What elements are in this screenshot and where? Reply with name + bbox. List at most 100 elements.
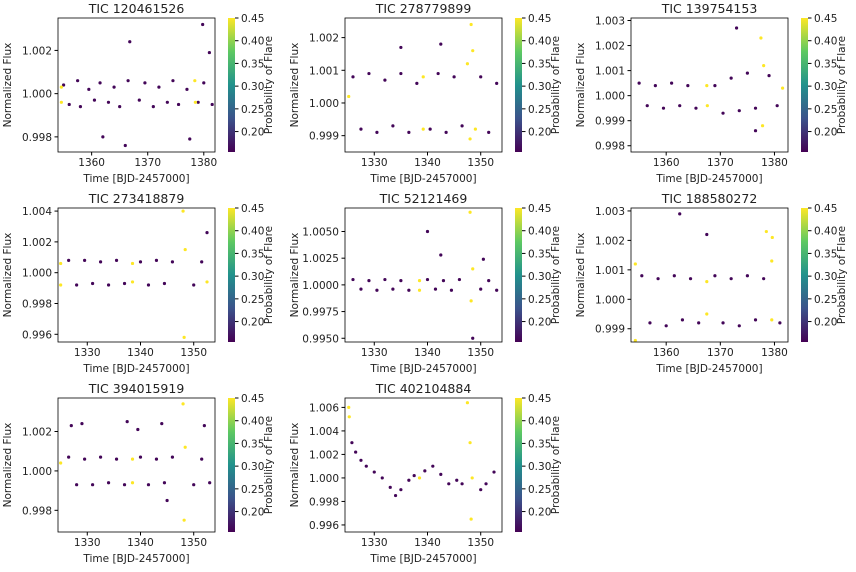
y-tick-label: 1.000	[595, 91, 625, 103]
point	[181, 402, 185, 406]
point	[122, 281, 127, 286]
point	[479, 488, 483, 492]
point	[151, 105, 155, 109]
point	[412, 473, 416, 478]
point	[208, 481, 212, 485]
point	[753, 129, 758, 133]
y-tick-label: 1.004	[309, 426, 339, 438]
colorbar-label: Probability of Flare	[836, 226, 848, 324]
y-tick-label: 1.003	[595, 206, 625, 218]
colorbar-label: Probability of Flare	[550, 226, 562, 324]
y-tick-label: 1.002	[22, 427, 52, 439]
colorbar	[515, 398, 522, 532]
y-tick-label: 1.004	[22, 206, 52, 218]
point	[138, 260, 143, 264]
point	[640, 274, 644, 278]
y-tick-label: 1.002	[595, 235, 625, 247]
colorbar-tick-label: 0.45	[241, 203, 264, 215]
colorbar	[228, 208, 235, 342]
point	[165, 100, 169, 104]
point	[481, 257, 485, 261]
point	[417, 288, 422, 292]
point	[59, 100, 63, 104]
point	[137, 98, 141, 102]
colorbar-tick-label: 0.30	[241, 81, 264, 93]
point	[753, 106, 758, 110]
point	[92, 98, 97, 102]
colorbar-tick-label: 0.40	[814, 36, 837, 48]
point	[192, 483, 196, 487]
point	[460, 482, 464, 486]
y-tick-label: 1.002	[309, 33, 339, 45]
colorbar-tick-label: 0.35	[528, 438, 551, 450]
colorbar-tick-label: 0.25	[814, 294, 837, 306]
point	[439, 253, 443, 257]
point	[375, 288, 379, 292]
colorbar-tick-label: 0.30	[814, 271, 837, 283]
point	[770, 318, 774, 322]
point	[201, 22, 205, 27]
point	[162, 281, 167, 286]
subplot: 1330 1340 1350 0.998 1.000 1.002 TIC 394015919…	[2, 381, 275, 565]
colorbar-tick-label: 0.30	[528, 271, 551, 283]
point	[359, 458, 363, 462]
chart-title: TIC 278779899	[375, 1, 472, 16]
y-tick-label: 1.000	[22, 466, 52, 478]
plot-frame	[57, 207, 216, 343]
point	[465, 62, 470, 66]
y-axis-label: Normalized Flux	[2, 423, 14, 508]
colorbar-tick-label: 0.25	[241, 294, 264, 306]
point	[59, 461, 63, 465]
point	[391, 287, 395, 291]
point	[90, 483, 95, 487]
x-tick-label: 1340	[127, 537, 154, 549]
colorbar	[801, 208, 808, 342]
y-tick-label: 1.0025	[302, 253, 339, 265]
point	[59, 283, 63, 287]
point	[764, 229, 768, 234]
point	[436, 71, 440, 76]
point	[98, 260, 103, 264]
chart-title: TIC 52121469	[379, 191, 468, 206]
point	[154, 457, 159, 461]
y-tick-label: 0.998	[22, 132, 52, 144]
point	[468, 441, 472, 445]
point	[347, 405, 351, 410]
point	[98, 81, 102, 85]
point	[425, 277, 430, 282]
point	[705, 232, 709, 237]
point	[431, 464, 435, 468]
y-axis-label: Normalized Flux	[289, 423, 301, 508]
chart-title: TIC 394015919	[88, 381, 185, 396]
point	[193, 79, 197, 83]
point	[745, 71, 749, 75]
point	[130, 457, 135, 461]
x-tick-label: 1340	[127, 347, 154, 359]
colorbar-tick-label: 0.45	[528, 203, 551, 215]
point	[417, 476, 422, 480]
point	[737, 109, 741, 113]
point	[729, 76, 733, 80]
colorbar-tick-label: 0.30	[528, 461, 551, 473]
point	[428, 127, 432, 131]
colorbar-tick-label: 0.40	[528, 36, 551, 48]
y-tick-label: 0.998	[22, 505, 52, 517]
y-tick-label: 1.001	[595, 66, 625, 78]
chart-title: TIC 188580272	[661, 191, 758, 206]
y-axis-label: Normalized Flux	[289, 43, 301, 128]
x-tick-label: 1360	[653, 157, 680, 169]
point	[67, 102, 71, 107]
colorbar-tick-label: 0.40	[814, 226, 837, 238]
point	[351, 277, 355, 282]
point	[347, 94, 351, 99]
plot-frame	[344, 397, 503, 533]
x-tick-label: 1340	[414, 537, 441, 549]
point	[762, 277, 766, 281]
point	[465, 401, 470, 405]
point	[207, 50, 211, 55]
point	[399, 279, 403, 283]
y-axis-label: Normalized Flux	[2, 43, 14, 128]
point	[479, 75, 483, 79]
point	[205, 231, 209, 235]
y-tick-label: 0.996	[22, 329, 52, 341]
